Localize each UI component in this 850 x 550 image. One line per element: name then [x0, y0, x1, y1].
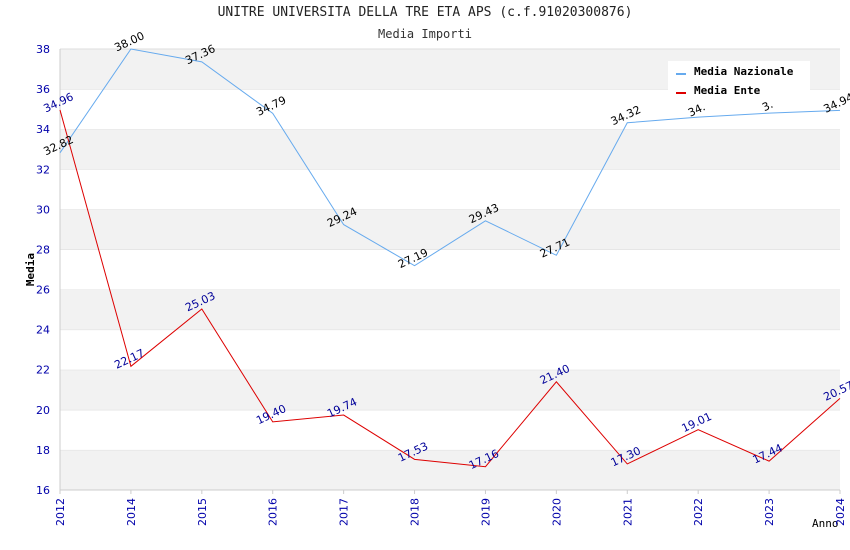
series-lines — [59, 48, 841, 468]
legend-label: Media Nazionale — [694, 65, 794, 78]
y-tick-label: 26 — [36, 284, 50, 297]
x-axis-ticks: 2012 2014 2015 2016 2017 2018 2019 2020 2021 2022… — [54, 490, 847, 526]
x-tick-label: 2021 — [621, 498, 634, 526]
y-tick-label: 32 — [36, 163, 50, 176]
series-line — [59, 48, 841, 267]
grid-band — [60, 289, 840, 330]
y-tick-label: 22 — [36, 364, 50, 377]
x-tick-label: 2016 — [267, 498, 280, 526]
y-tick-label: 18 — [36, 444, 50, 457]
y-axis-ticks: 16 18 20 22 24 26 28 30 32 34 36 38 — [36, 43, 50, 497]
grid-band — [60, 449, 840, 490]
legend-box — [668, 61, 810, 100]
x-tick-label: 2024 — [834, 498, 847, 526]
grid-band — [60, 369, 840, 410]
x-tick-label: 2017 — [338, 498, 351, 526]
axes: Media Anno — [24, 49, 840, 530]
y-axis-title: Media — [24, 253, 37, 286]
x-tick-label: 2023 — [763, 498, 776, 526]
x-tick-label: 2020 — [550, 498, 563, 526]
grid-band — [60, 169, 840, 210]
x-tick-label: 2019 — [479, 498, 492, 526]
y-tick-label: 30 — [36, 203, 50, 216]
x-tick-label: 2015 — [196, 498, 209, 526]
grid-band — [60, 409, 840, 450]
x-tick-label: 2022 — [692, 498, 705, 526]
data-label: 3. — [760, 98, 775, 114]
grid-band — [60, 249, 840, 290]
grid-band — [60, 129, 840, 170]
y-tick-label: 38 — [36, 43, 50, 56]
legend: Media Nazionale Media Ente — [668, 61, 810, 100]
y-tick-label: 16 — [36, 484, 50, 497]
x-tick-label: 2014 — [125, 498, 138, 526]
chart-subtitle: Media Importi — [378, 27, 472, 41]
y-tick-label: 28 — [36, 243, 50, 256]
grid-bands — [60, 48, 840, 490]
x-axis-title: Anno — [812, 517, 839, 530]
series-line — [59, 109, 841, 468]
y-tick-label: 24 — [36, 324, 50, 337]
chart-title: UNITRE UNIVERSITA DELLA TRE ETA APS (c.f… — [217, 5, 633, 20]
grid-band — [60, 329, 840, 370]
x-tick-label: 2018 — [409, 498, 422, 526]
y-tick-label: 20 — [36, 404, 50, 417]
x-tick-label: 2012 — [54, 498, 67, 526]
y-tick-label: 34 — [36, 123, 50, 136]
legend-label: Media Ente — [694, 84, 761, 97]
y-tick-label: 36 — [36, 83, 50, 96]
